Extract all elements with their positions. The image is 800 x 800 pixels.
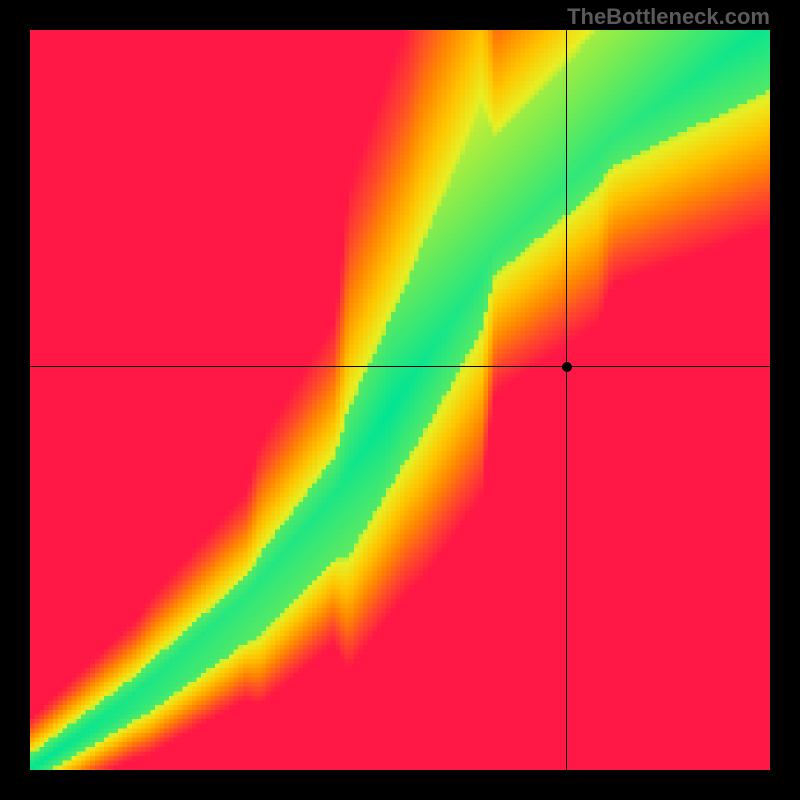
bottleneck-heatmap (30, 30, 770, 770)
crosshair-marker (562, 362, 572, 372)
chart-container: TheBottleneck.com (0, 0, 800, 800)
crosshair-horizontal (30, 366, 770, 367)
watermark-text: TheBottleneck.com (567, 4, 770, 30)
crosshair-vertical (566, 30, 567, 770)
